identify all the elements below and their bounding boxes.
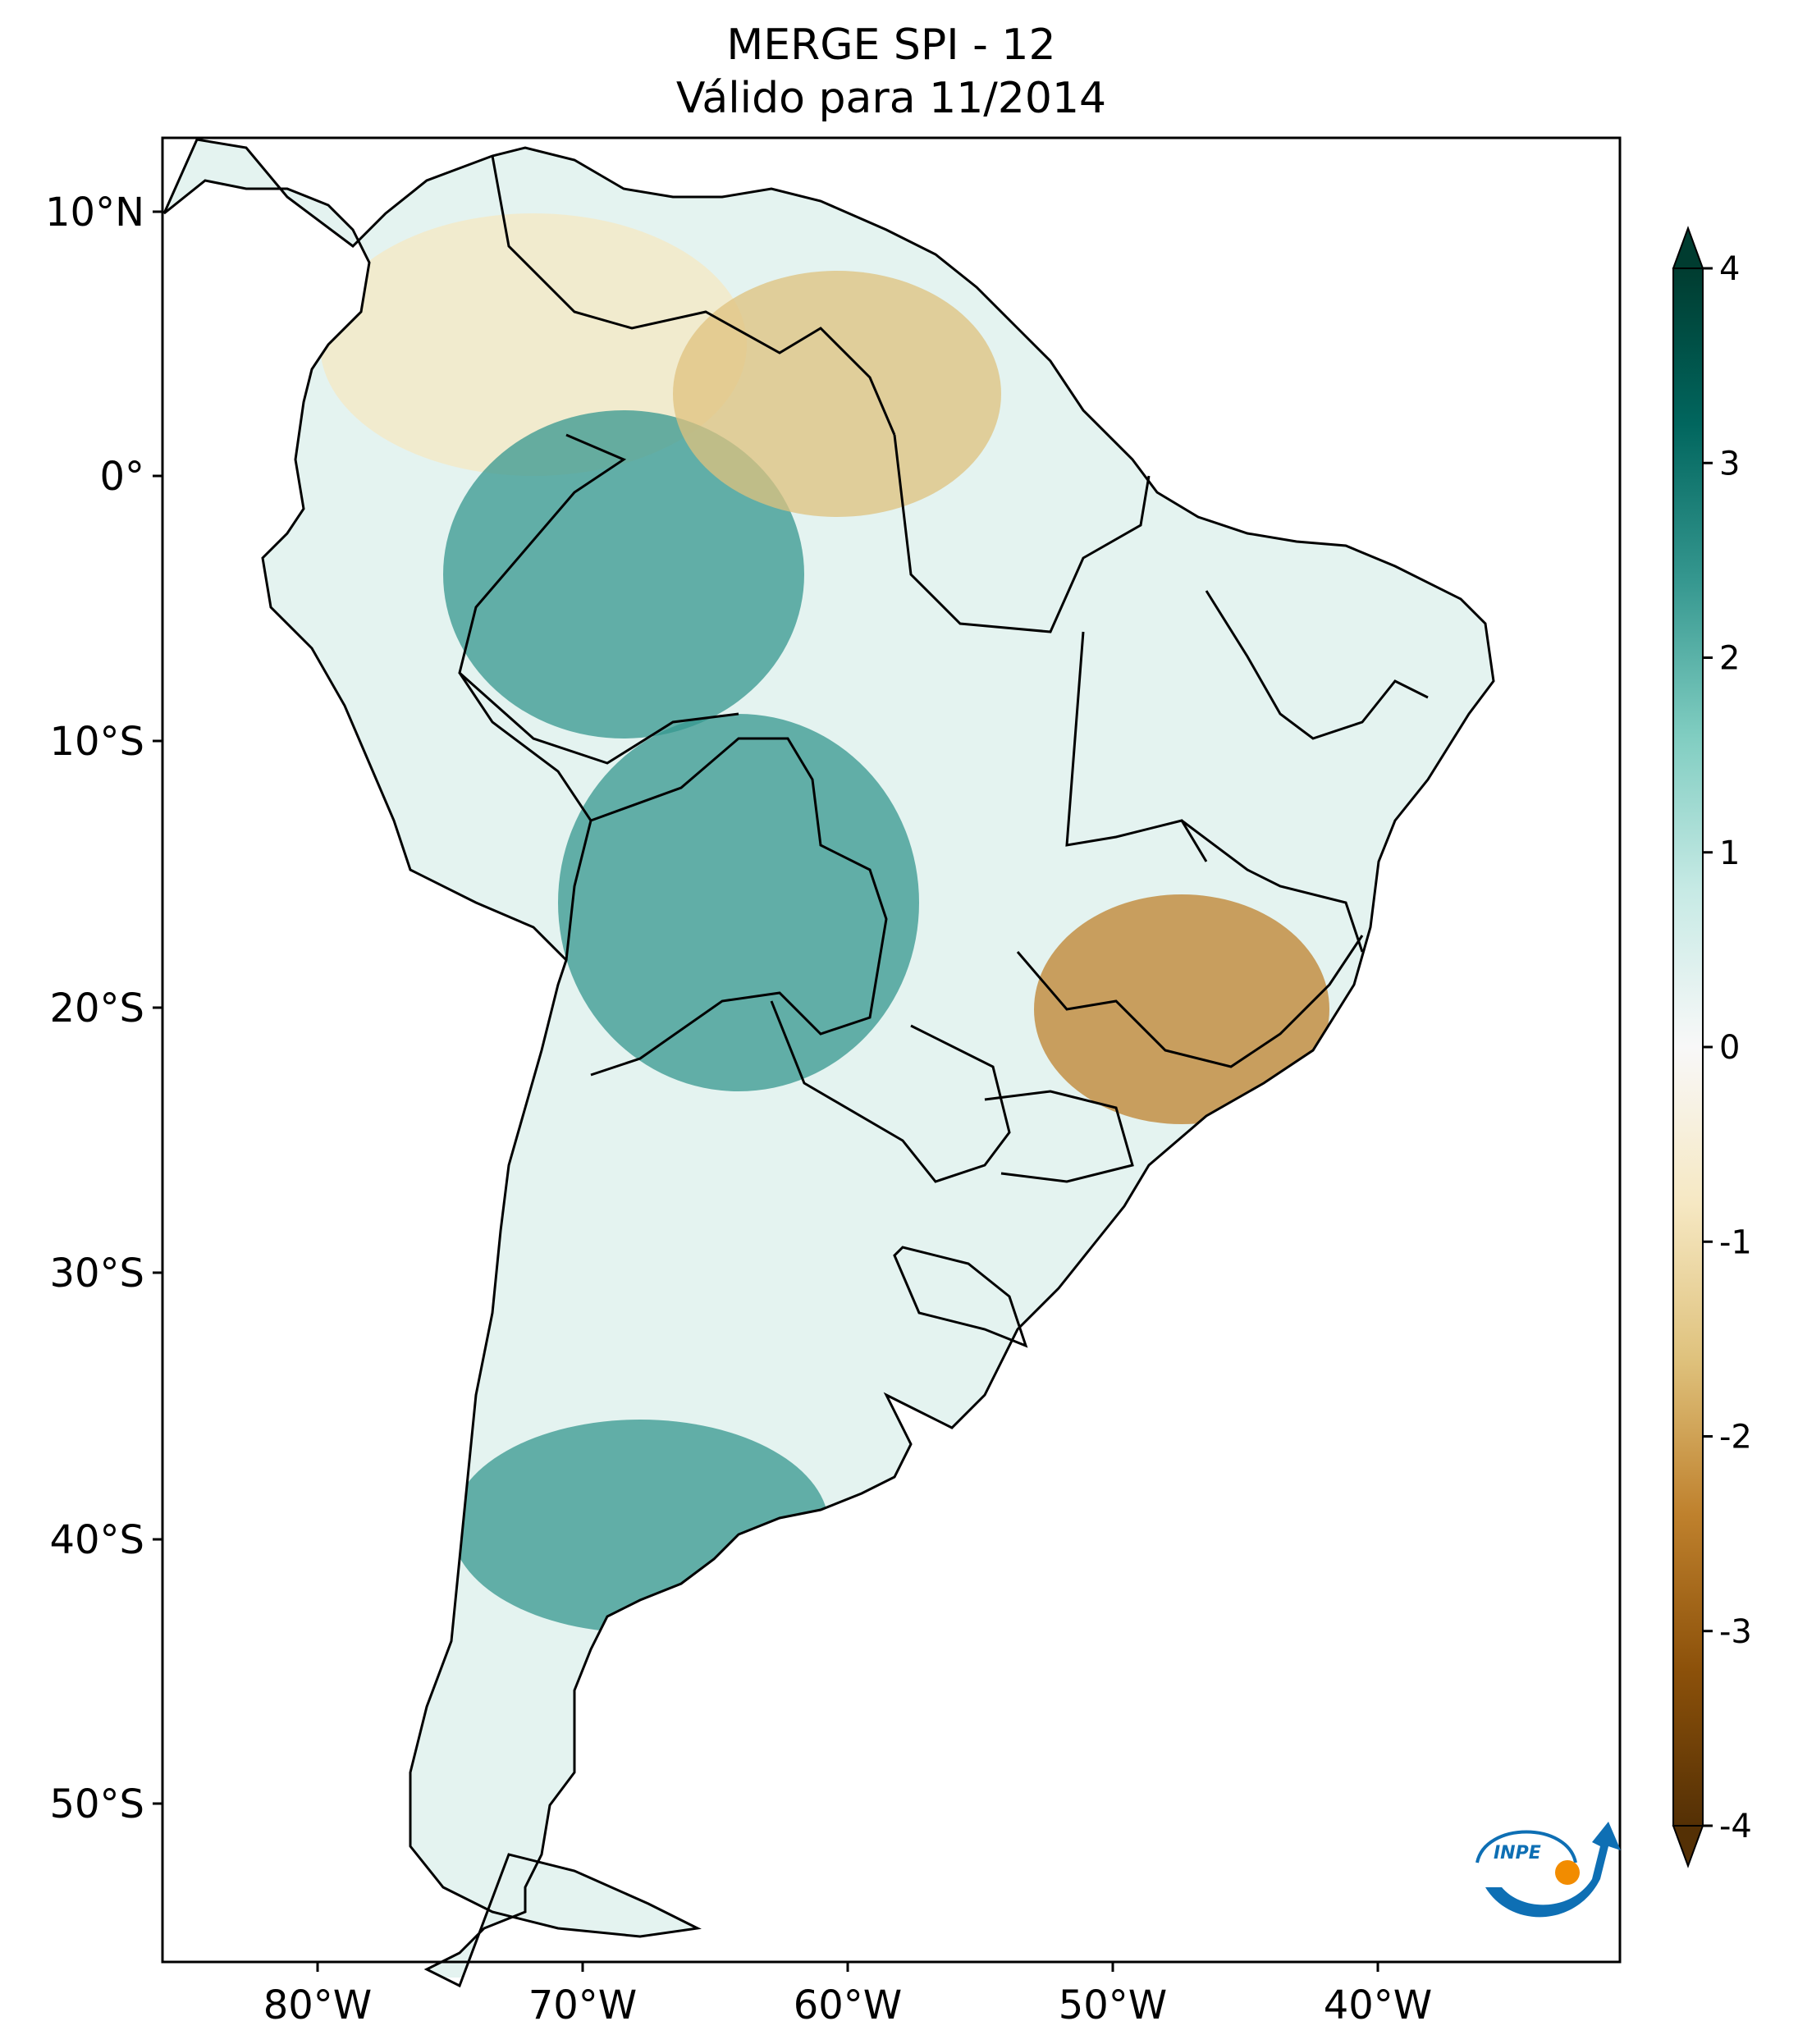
border-uruguay: [893, 1246, 1028, 1348]
lon-label: 40°W: [1324, 1982, 1433, 2028]
lat-label: 40°S: [49, 1517, 144, 1563]
map-frame: [161, 136, 1622, 1964]
spi-region: [443, 410, 804, 738]
inpe-logo: INPE: [1475, 1822, 1621, 1918]
colorbar-extend-top: [1672, 226, 1704, 269]
border-bolivia: [590, 737, 888, 1077]
colorbar-tick-label: -1: [1719, 1223, 1752, 1261]
map-subtitle: Válido para 11/2014: [675, 74, 1107, 123]
lat-label: 0°: [99, 454, 144, 500]
border-para: [893, 434, 1151, 633]
spi-region: [673, 271, 1001, 517]
border-paraguay: [770, 1000, 1011, 1183]
colorbar-tick-label: -3: [1719, 1613, 1752, 1651]
colorbar-body: [1672, 268, 1704, 1827]
border-minas-sp: [1016, 935, 1364, 1068]
spi-region: [1034, 894, 1329, 1124]
lon-label: 60°W: [794, 1982, 903, 2028]
spi-region: [558, 714, 919, 1091]
colorbar-extend-bottom: [1672, 1825, 1704, 1868]
lon-label: 80°W: [263, 1982, 373, 2028]
border-minas: [1181, 819, 1364, 953]
logo-text: INPE: [1494, 1843, 1541, 1863]
colorbar-tick-label: -4: [1719, 1808, 1752, 1845]
border-peru-bolivia: [458, 672, 592, 961]
colorbar-tick-label: 2: [1719, 640, 1740, 678]
coastline: [162, 138, 1495, 1988]
logo-orange-dot: [1555, 1860, 1580, 1885]
lat-label: 20°S: [49, 985, 144, 1031]
map-axes: 10°N 0° 10°S 20°S 30°S 40°S 50°S 80°W 70°W 60°W 50…: [45, 190, 1432, 2028]
lat-label: 50°S: [49, 1781, 144, 1827]
colorbar: 4 3 2 1 0 -1 -2 -3 -4: [1672, 226, 1752, 1868]
border-parana: [984, 1090, 1134, 1183]
colorbar-tick-label: 0: [1719, 1029, 1740, 1067]
lon-label: 70°W: [528, 1982, 638, 2028]
colorbar-tick-label: -2: [1719, 1419, 1752, 1456]
lon-label: 50°W: [1059, 1982, 1168, 2028]
lat-label: 10°S: [49, 719, 144, 765]
colorbar-tick-label: 1: [1719, 835, 1740, 872]
map-title: MERGE SPI - 12: [726, 21, 1056, 70]
colorbar-ticks: 4 3 2 1 0 -1 -2 -3 -4: [1703, 250, 1752, 1845]
border-northeast: [1205, 590, 1429, 740]
lat-label: 10°N: [45, 190, 144, 235]
lat-label: 30°S: [49, 1251, 144, 1296]
colorbar-tick-label: 3: [1719, 445, 1740, 482]
border-goias: [1065, 631, 1208, 862]
political-borders: [458, 155, 1429, 1348]
spi-region: [320, 213, 747, 476]
colorbar-tick-label: 4: [1719, 250, 1740, 288]
border-venezuela: [491, 155, 896, 436]
